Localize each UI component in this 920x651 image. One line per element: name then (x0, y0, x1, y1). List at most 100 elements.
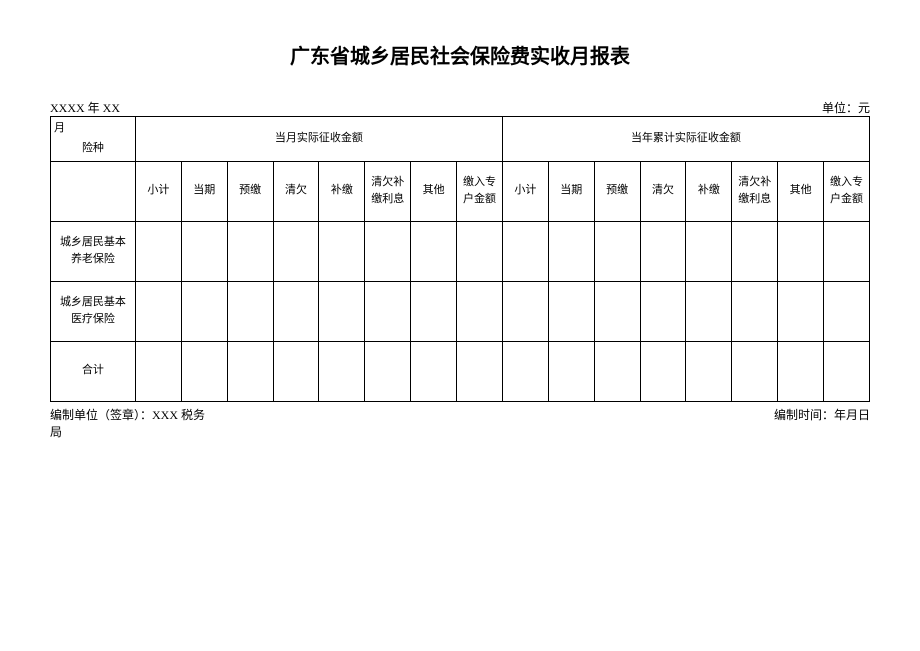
row-total-label: 合计 (51, 341, 136, 401)
cell (457, 341, 503, 401)
header-type-cell: 月 险种 (51, 117, 136, 162)
cell (732, 341, 778, 401)
cell (824, 221, 870, 281)
h-m-account-1: 缴入专 (458, 174, 501, 192)
cell (594, 221, 640, 281)
cell (227, 221, 273, 281)
cell (227, 341, 273, 401)
h-y-arrears: 清欠 (640, 161, 686, 221)
footer-time: 编制时间：年月日 (774, 406, 870, 440)
header-year-group: 当年累计实际征收金额 (502, 117, 869, 162)
cell (778, 281, 824, 341)
h-m-other: 其他 (411, 161, 457, 221)
h-y-current: 当期 (548, 161, 594, 221)
cell (273, 281, 319, 341)
header-month-group: 当月实际征收金额 (135, 117, 502, 162)
h-m-arrears: 清欠 (273, 161, 319, 221)
cell (594, 341, 640, 401)
footer-org-2: 局 (50, 423, 250, 440)
row-total: 合计 (51, 341, 870, 401)
h-y-supplement: 补缴 (686, 161, 732, 221)
cell (411, 281, 457, 341)
cell (135, 281, 181, 341)
cell (502, 281, 548, 341)
cell (319, 281, 365, 341)
cell (457, 281, 503, 341)
h-y-interest-1: 清欠补 (733, 174, 776, 192)
cell (365, 281, 411, 341)
h-y-prepay: 预缴 (594, 161, 640, 221)
h-m-interest: 清欠补 缴利息 (365, 161, 411, 221)
date-month: 月 (52, 119, 134, 139)
row-medical-label: 城乡居民基本 医疗保险 (51, 281, 136, 341)
h-m-subtotal: 小计 (135, 161, 181, 221)
cell (640, 221, 686, 281)
date-label: XXXX 年 XX (50, 99, 150, 116)
h-y-account: 缴入专 户金额 (824, 161, 870, 221)
cell (181, 341, 227, 401)
row-medical-2: 医疗保险 (52, 311, 134, 329)
cell (273, 221, 319, 281)
cell (273, 341, 319, 401)
cell (594, 281, 640, 341)
h-m-account-2: 户金额 (458, 191, 501, 209)
table-header-row-2: 小计 当期 预缴 清欠 补缴 清欠补 缴利息 其他 缴入专 户金额 小计 当期 … (51, 161, 870, 221)
h-m-current: 当期 (181, 161, 227, 221)
cell (319, 341, 365, 401)
cell (824, 281, 870, 341)
cell (181, 221, 227, 281)
cell (640, 281, 686, 341)
row-medical-1: 城乡居民基本 (52, 294, 134, 312)
cell (778, 341, 824, 401)
cell (548, 341, 594, 401)
row-medical: 城乡居民基本 医疗保险 (51, 281, 870, 341)
cell (686, 221, 732, 281)
cell (227, 281, 273, 341)
cell (319, 221, 365, 281)
page-title: 广东省城乡居民社会保险费实收月报表 (50, 40, 870, 69)
h-y-account-1: 缴入专 (825, 174, 868, 192)
cell (502, 221, 548, 281)
cell (365, 341, 411, 401)
row-pension-1: 城乡居民基本 (52, 234, 134, 252)
h-m-interest-1: 清欠补 (366, 174, 409, 192)
cell (548, 221, 594, 281)
cell (411, 221, 457, 281)
cell (502, 341, 548, 401)
cell (181, 281, 227, 341)
cell (640, 341, 686, 401)
cell (411, 341, 457, 401)
cell (135, 341, 181, 401)
row-pension: 城乡居民基本 养老保险 (51, 221, 870, 281)
h-m-account: 缴入专 户金额 (457, 161, 503, 221)
h-y-interest-2: 缴利息 (733, 191, 776, 209)
cell (732, 221, 778, 281)
row-pension-2: 养老保险 (52, 251, 134, 269)
cell (365, 221, 411, 281)
report-table: 月 险种 当月实际征收金额 当年累计实际征收金额 小计 当期 预缴 清欠 补缴 … (50, 116, 870, 402)
header-type: 险种 (52, 139, 134, 159)
cell (548, 281, 594, 341)
cell (732, 281, 778, 341)
cell (135, 221, 181, 281)
footer-org: 编制单位（签章）：XXX 税务 局 (50, 406, 250, 440)
unit-label: 单位：元 (822, 99, 870, 116)
h-y-account-2: 户金额 (825, 191, 868, 209)
row-pension-label: 城乡居民基本 养老保险 (51, 221, 136, 281)
h-y-interest: 清欠补 缴利息 (732, 161, 778, 221)
cell (686, 341, 732, 401)
header-empty (51, 161, 136, 221)
h-m-prepay: 预缴 (227, 161, 273, 221)
date-year: XXXX 年 XX (50, 99, 150, 116)
cell (457, 221, 503, 281)
cell (686, 281, 732, 341)
h-m-supplement: 补缴 (319, 161, 365, 221)
cell (778, 221, 824, 281)
h-y-other: 其他 (778, 161, 824, 221)
cell (824, 341, 870, 401)
footer-org-1: 编制单位（签章）：XXX 税务 (50, 406, 250, 423)
footer: 编制单位（签章）：XXX 税务 局 编制时间：年月日 (50, 406, 870, 440)
h-m-interest-2: 缴利息 (366, 191, 409, 209)
table-header-row-1: 月 险种 当月实际征收金额 当年累计实际征收金额 (51, 117, 870, 162)
h-y-subtotal: 小计 (502, 161, 548, 221)
